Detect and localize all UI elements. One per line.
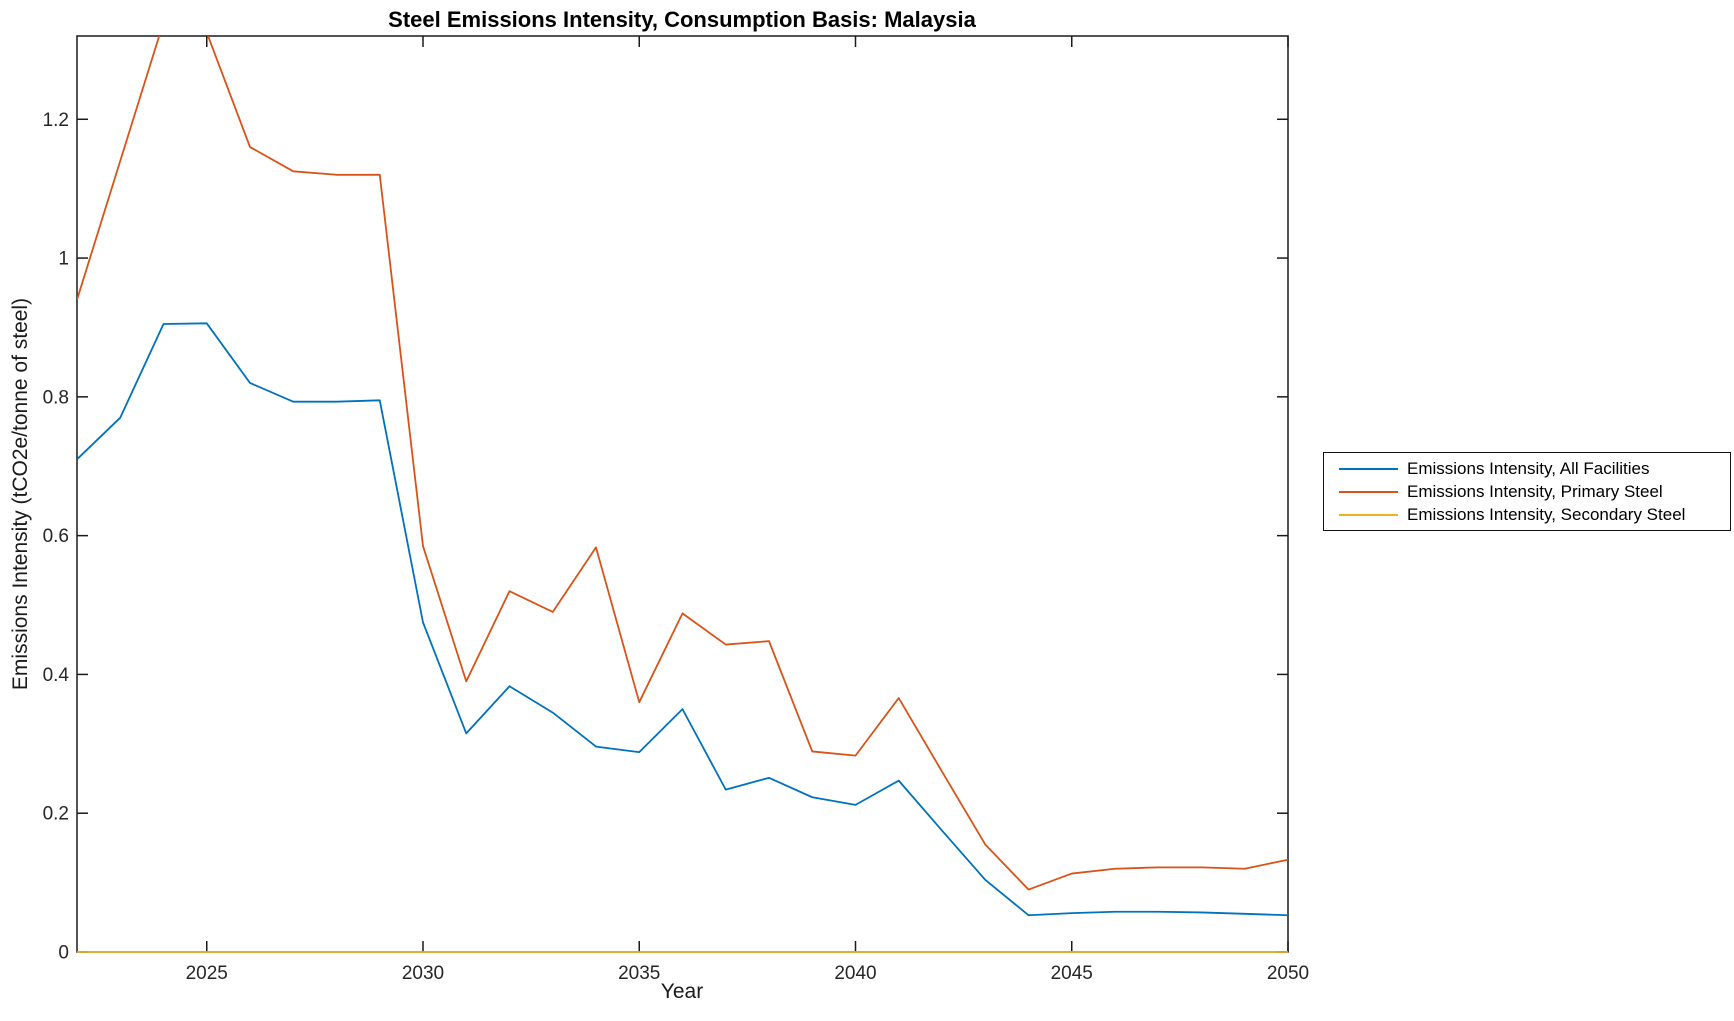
legend-label: Emissions Intensity, All Facilities (1407, 458, 1650, 478)
x-tick-label: 2050 (1267, 963, 1309, 984)
y-tick-label: 0 (58, 943, 69, 964)
x-tick-label: 2025 (186, 963, 228, 984)
series-line-emissions-intensity-all-facilities (77, 322, 1288, 917)
x-tick-label: 2035 (618, 963, 660, 984)
y-tick-label: 1 (58, 249, 69, 270)
x-axis-label: Year (661, 980, 703, 1003)
legend-item: Emissions Intensity, All Facilities (1339, 457, 1730, 480)
plot-border (76, 35, 1289, 953)
y-tick-label: 0.8 (43, 387, 69, 408)
x-tick-label: 2045 (1051, 963, 1093, 984)
y-tick-label: 0.6 (43, 526, 69, 547)
legend-item: Emissions Intensity, Primary Steel (1339, 480, 1730, 503)
legend-item: Emissions Intensity, Secondary Steel (1339, 503, 1730, 526)
y-tick-label: 0.2 (43, 804, 69, 825)
legend-label: Emissions Intensity, Secondary Steel (1407, 504, 1686, 524)
plot-series (77, 36, 1288, 953)
chart-title: Steel Emissions Intensity, Consumption B… (388, 7, 976, 32)
legend: Emissions Intensity, All Facilities Emiss… (1323, 452, 1731, 531)
axes: 2025 2030 2035 2040 2045 2050 0 0.2 0.4 0.6 0.8 1 1.… (43, 35, 1309, 984)
legend-label: Emissions Intensity, Primary Steel (1407, 481, 1663, 501)
x-tick-label: 2040 (834, 963, 876, 984)
y-tick-label: 1.2 (43, 110, 69, 131)
x-tick-label: 2030 (402, 963, 444, 984)
series-line-emissions-intensity-primary-steel (77, 36, 1288, 891)
legend-line-sample (1339, 513, 1398, 516)
legend-line-sample (1339, 467, 1398, 470)
legend-line-sample (1339, 490, 1398, 493)
y-tick-label: 0.4 (43, 665, 70, 686)
y-axis-label: Emissions Intensity (tCO2e/tonne of stee… (9, 298, 32, 690)
